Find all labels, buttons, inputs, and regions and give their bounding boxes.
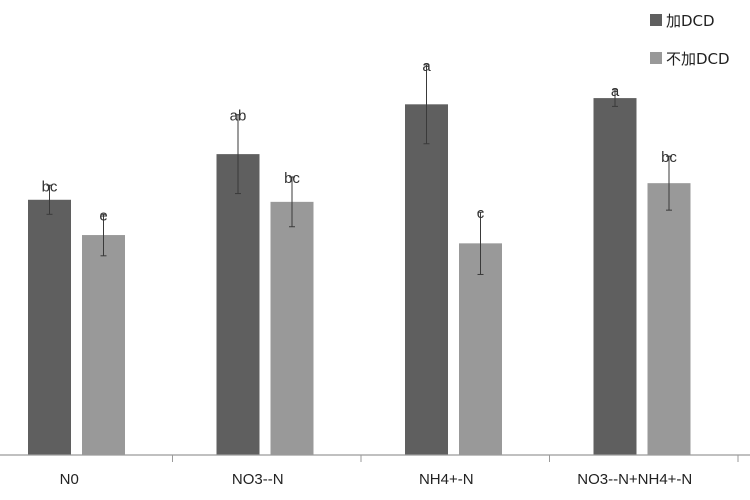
bar-without-dcd-2 (459, 243, 502, 455)
bar-with-dcd-0 (28, 199, 71, 455)
legend-swatch-1 (650, 52, 662, 64)
bar-with-dcd-2 (405, 104, 448, 455)
bar-with-dcd-3 (593, 98, 637, 455)
bar-with-dcd-1 (216, 154, 260, 455)
significance-label: e (99, 207, 107, 224)
significance-labels-layer: bc e ab bc a c a bc (42, 58, 678, 224)
significance-label: bc (661, 149, 677, 166)
significance-label: a (422, 58, 431, 75)
significance-label: bc (284, 170, 300, 187)
significance-label: bc (42, 178, 58, 195)
error-bars-layer (46, 64, 672, 275)
legend-swatch-0 (650, 14, 662, 26)
x-axis-ticks (172, 455, 739, 462)
bar-without-dcd-1 (270, 201, 314, 455)
x-axis-category-labels: N0 NO3--N NH4+-N NO3--N+NH4+-N (60, 471, 693, 488)
legend: 加DCD 不加DCD (650, 12, 730, 68)
significance-label: ab (230, 108, 247, 125)
legend-label-1: 不加DCD (666, 50, 730, 68)
bar-without-dcd-3 (647, 183, 691, 456)
bars-layer (28, 98, 691, 456)
category-label: N0 (60, 471, 79, 488)
significance-label: c (477, 205, 485, 222)
category-label: NO3--N (232, 471, 284, 488)
category-label: NH4+-N (419, 471, 474, 488)
category-label: NO3--N+NH4+-N (577, 471, 692, 488)
legend-label-0: 加DCD (666, 12, 715, 30)
significance-label: a (611, 83, 620, 100)
bar-without-dcd-0 (82, 235, 125, 455)
